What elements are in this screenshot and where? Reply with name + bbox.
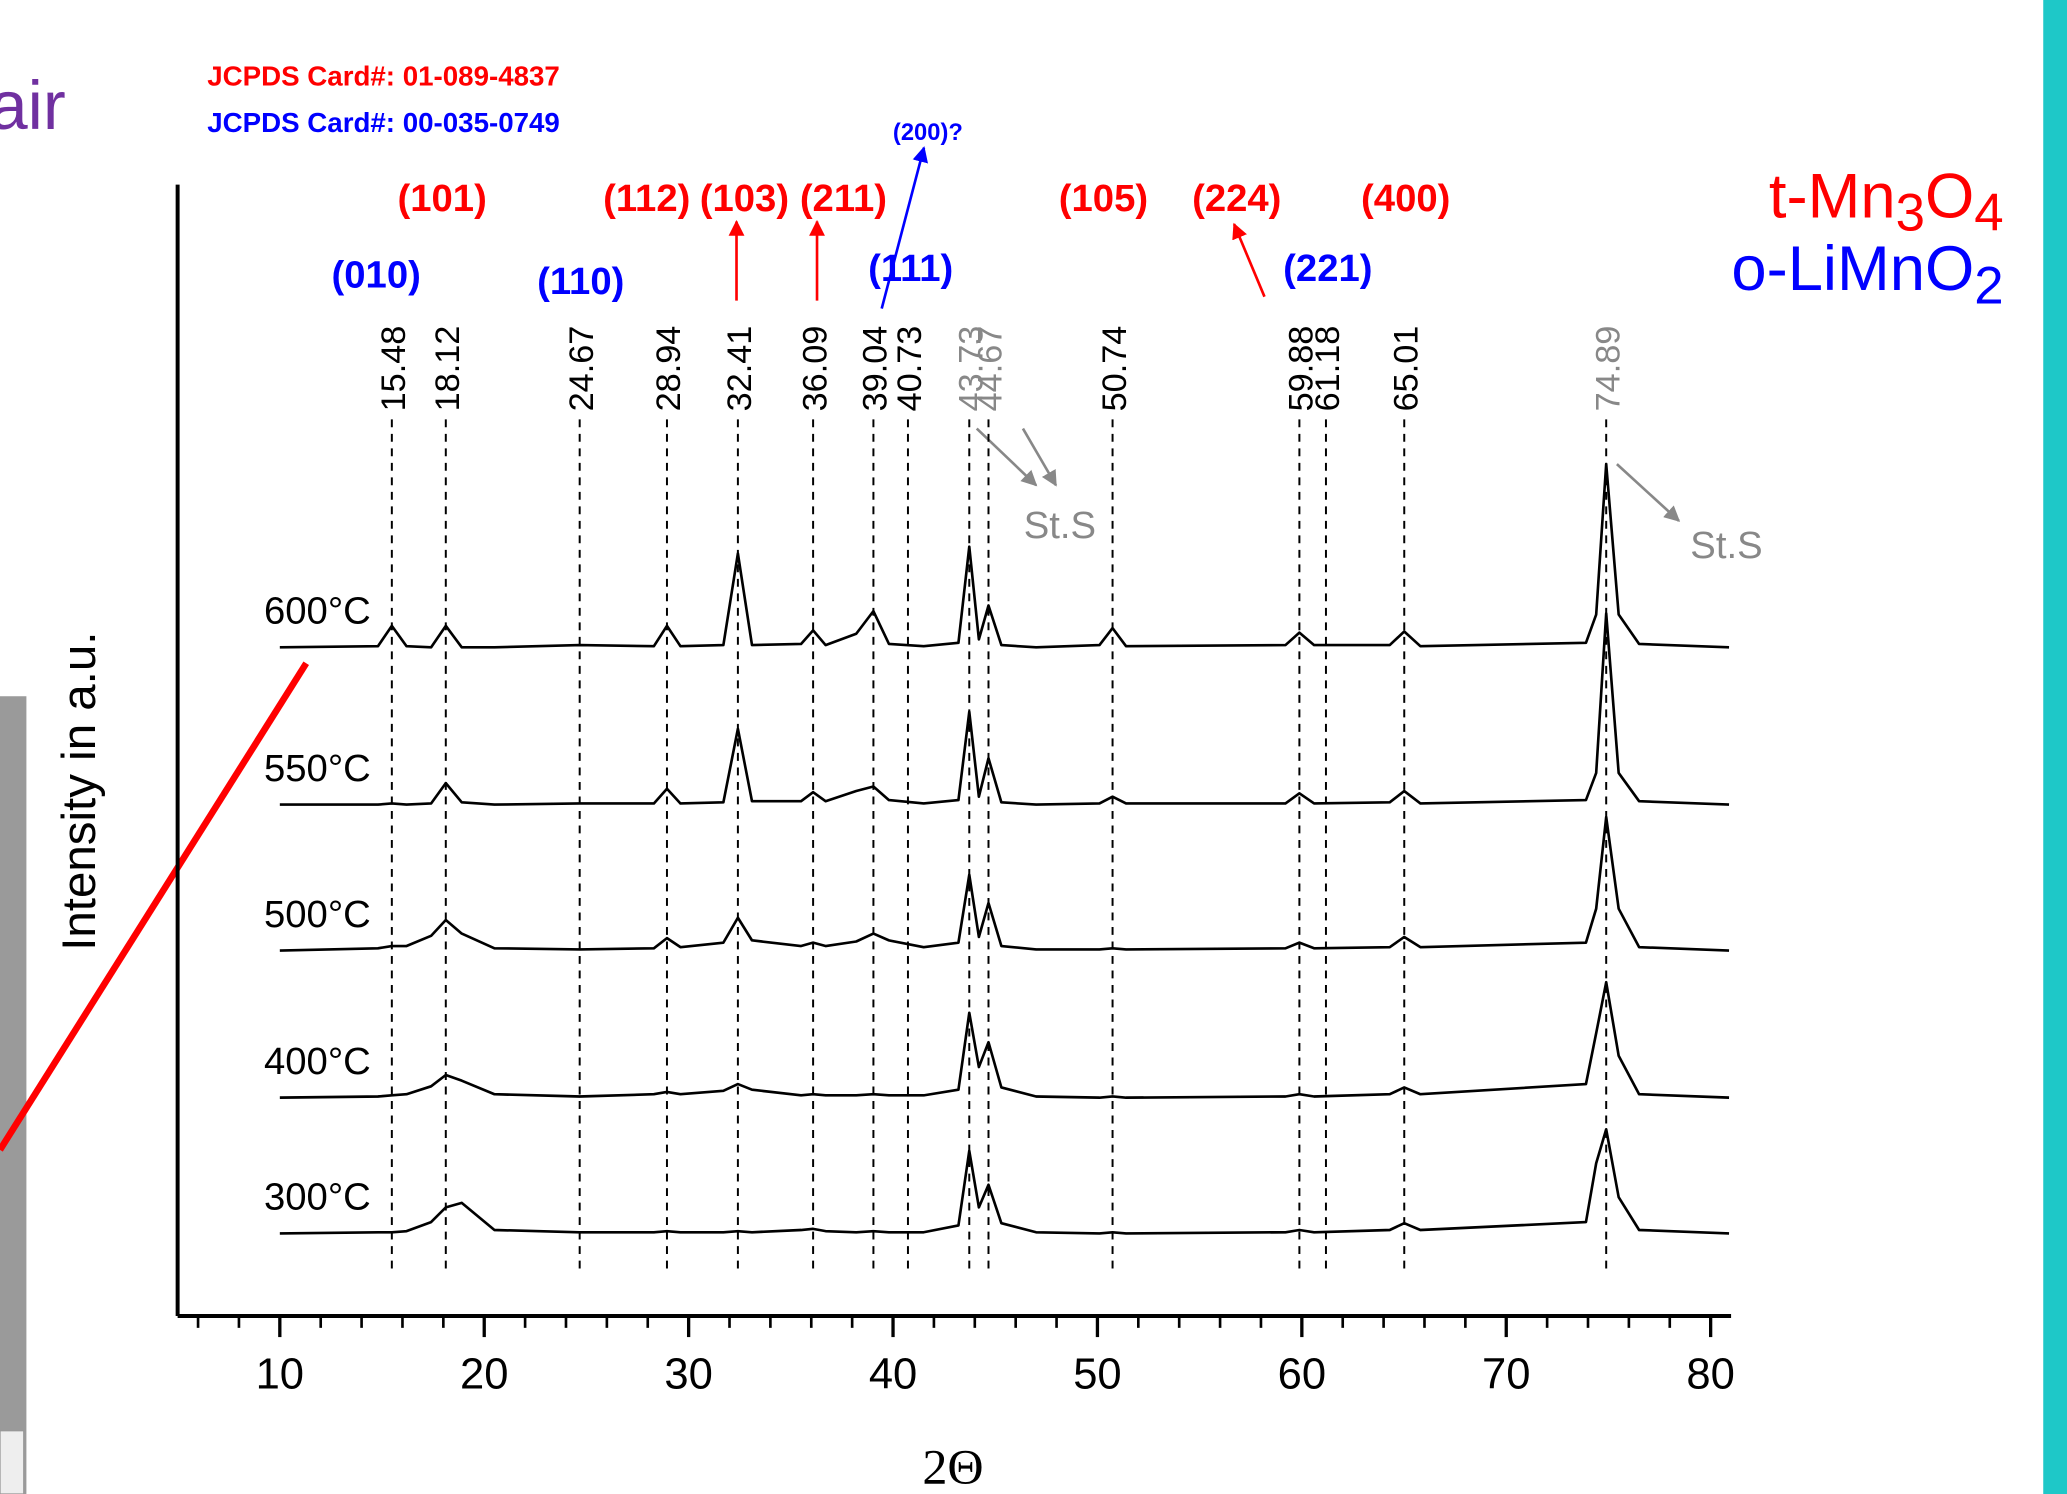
arrow	[1616, 463, 1681, 522]
hkl-label: (010)	[332, 253, 421, 296]
xrd-curve	[279, 815, 1730, 952]
image-box	[0, 1430, 25, 1494]
hkl-label: (211)	[800, 177, 887, 220]
hkl-label: (221)	[1283, 247, 1372, 290]
series-label: 600°C	[264, 590, 371, 633]
hkl-label: (103)	[700, 177, 789, 220]
hkl-label: (224)	[1192, 177, 1281, 220]
reference-label: 65.01	[1387, 326, 1425, 412]
image-strip	[0, 696, 27, 1494]
series-label: 500°C	[264, 893, 371, 936]
xrd-curve	[279, 462, 1730, 649]
hkl-label: (101)	[398, 177, 487, 220]
reference-label: 74.89	[1589, 326, 1627, 412]
phase-sub: 4	[1974, 184, 2003, 243]
callout-line	[0, 661, 310, 1152]
x-tick-label: 10	[256, 1351, 304, 1399]
arrow	[1232, 222, 1266, 298]
arrow	[1021, 427, 1058, 487]
reference-label: 32.41	[721, 326, 759, 412]
x-tick-label: 40	[869, 1351, 917, 1399]
reference-label: 28.94	[650, 326, 688, 412]
x-tick-label: 60	[1278, 1351, 1326, 1399]
series-label: 300°C	[264, 1176, 371, 1219]
xrd-curve	[279, 980, 1730, 1099]
reference-label: 40.73	[891, 326, 929, 412]
phase-sub: 2	[1974, 256, 2003, 315]
phase-sub: 3	[1896, 184, 1925, 243]
reference-label: 61.18	[1309, 326, 1347, 412]
arrow	[880, 146, 928, 309]
hkl-label: (112)	[603, 177, 690, 220]
card-label: JCPDS Card#: 01-089-4837	[207, 61, 560, 92]
y-axis-label: Intensity in a.u.	[53, 632, 106, 951]
hkl-label: (111)	[868, 247, 953, 290]
standard-label: St.S	[1024, 504, 1096, 547]
reference-label: 44.67	[972, 326, 1010, 412]
x-tick-label: 20	[460, 1351, 508, 1399]
reference-label: 36.09	[796, 326, 834, 412]
accent-bar	[2043, 0, 2067, 1494]
xrd-curve	[279, 1127, 1730, 1235]
phase-text: O	[1925, 162, 1974, 232]
reference-label: 24.67	[563, 326, 601, 412]
reference-label: 15.48	[375, 326, 413, 412]
hkl-label: (105)	[1059, 177, 1148, 220]
series-label: 400°C	[264, 1040, 371, 1083]
card-label: JCPDS Card#: 00-035-0749	[207, 107, 560, 138]
xrd-curve	[279, 612, 1730, 806]
reference-label: 39.04	[857, 326, 895, 412]
arrows	[728, 146, 1681, 522]
slide-title: air	[0, 67, 66, 144]
x-tick-label: 50	[1073, 1351, 1121, 1399]
series-label: 550°C	[264, 747, 371, 790]
reference-label: 43.73	[952, 326, 990, 412]
arrow	[975, 427, 1038, 487]
hkl-label: (400)	[1361, 177, 1450, 220]
standard-label: St.S	[1690, 524, 1762, 567]
phase-text: o-LiMnO	[1731, 234, 1974, 304]
x-axis-label: 2Θ	[922, 1438, 983, 1494]
reference-label: 18.12	[429, 326, 467, 412]
reference-label: 50.74	[1096, 326, 1134, 412]
phase-text: t-Mn	[1769, 162, 1896, 232]
hkl-query: (200)?	[893, 120, 963, 146]
phase-legend: t-Mn3O4	[1769, 162, 2004, 243]
hkl-label: (110)	[537, 260, 624, 303]
x-tick-label: 80	[1686, 1351, 1734, 1399]
phase-legend: o-LiMnO2	[1731, 234, 2003, 315]
x-tick-label: 30	[664, 1351, 712, 1399]
reference-label: 59.88	[1283, 326, 1321, 412]
x-tick-label: 70	[1482, 1351, 1530, 1399]
